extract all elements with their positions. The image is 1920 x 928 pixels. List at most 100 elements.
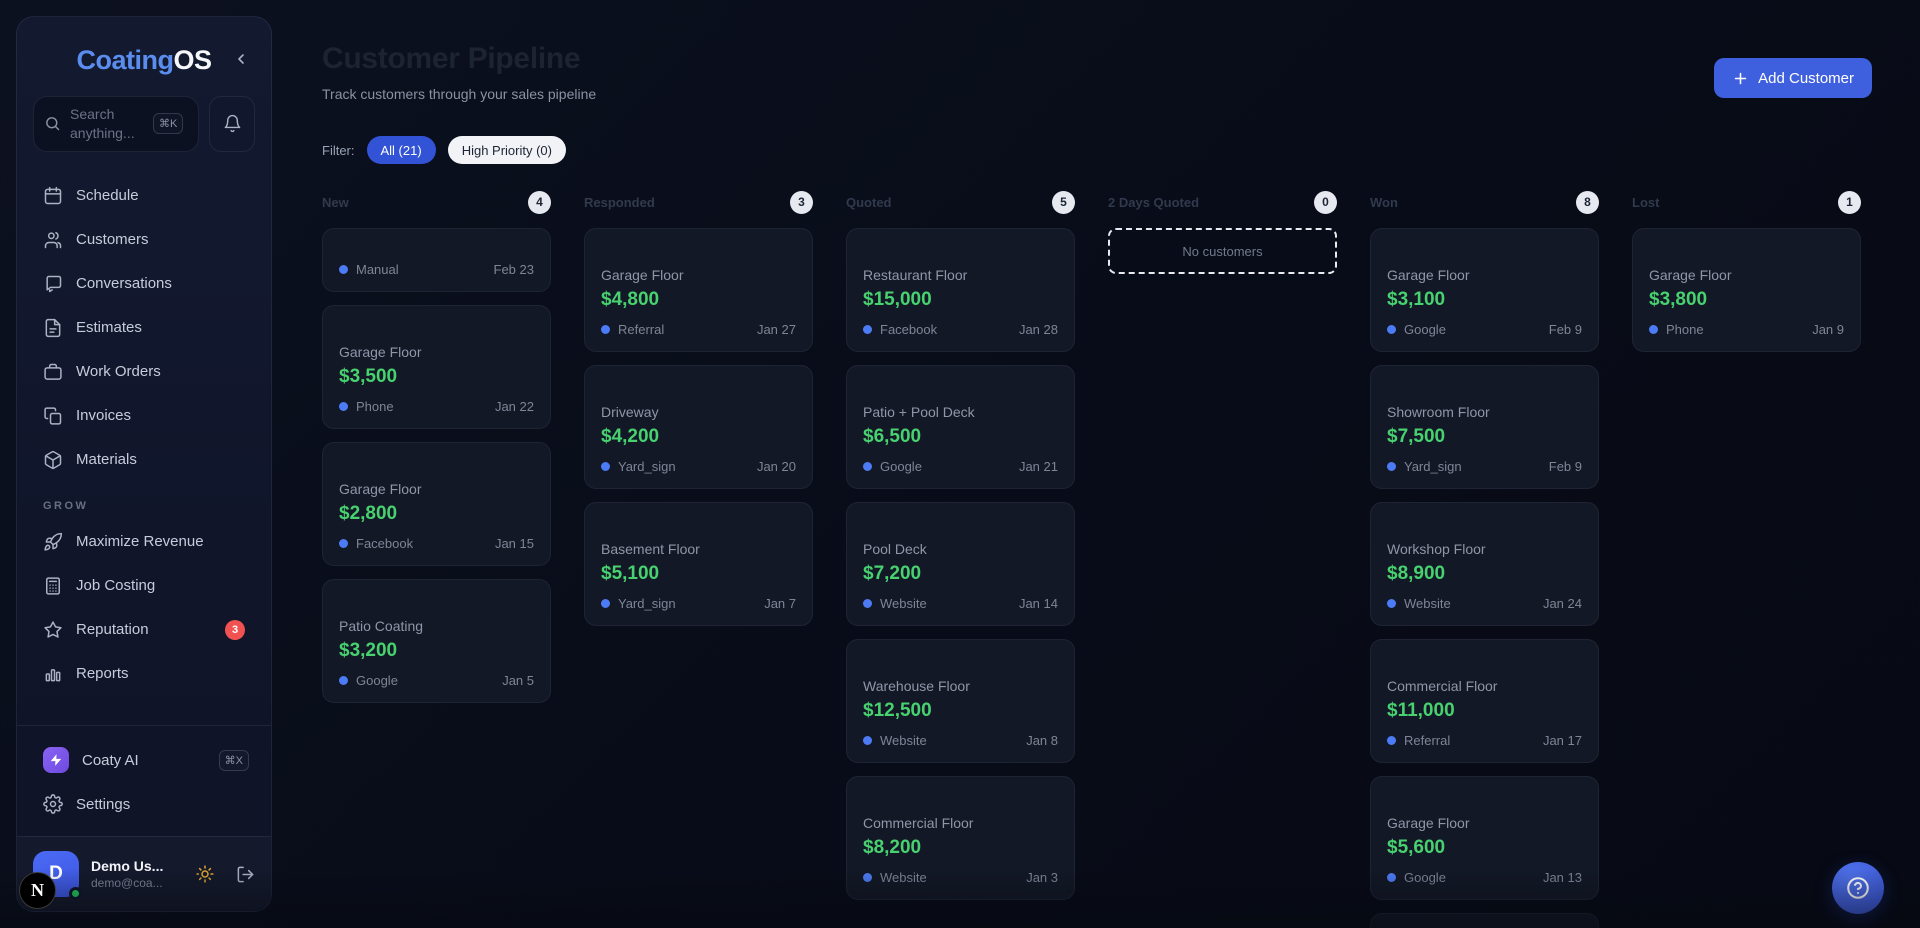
- briefcase-icon: [44, 363, 62, 380]
- card-date: Feb 23: [493, 261, 534, 277]
- notifications-button[interactable]: [209, 96, 255, 152]
- column-title: Lost: [1632, 194, 1660, 210]
- sidebar-item-label: Invoices: [76, 407, 132, 425]
- card-project-title: Commercial Floor: [1387, 678, 1498, 694]
- customer-card[interactable]: Shop Floor: [1370, 913, 1599, 928]
- logout-button[interactable]: [236, 865, 255, 884]
- chevron-left-icon: [238, 54, 244, 64]
- source-dot-icon: [1649, 324, 1658, 334]
- customer-card[interactable]: Commercial Floor $8,200 Website Jan 3: [846, 776, 1075, 900]
- sidebar-item-job-costing[interactable]: Job Costing: [33, 564, 255, 608]
- sidebar-item-customers[interactable]: Customers: [33, 218, 255, 262]
- card-date: Jan 3: [1026, 869, 1058, 885]
- card-spacer: [1387, 654, 1582, 676]
- card-footer: Google Feb 9: [1387, 321, 1582, 337]
- customer-card[interactable]: Workshop Floor $8,900 Website Jan 24: [1370, 502, 1599, 626]
- theme-toggle-button[interactable]: [196, 865, 214, 883]
- customer-card[interactable]: Garage Floor $3,100 Google Feb 9: [1370, 228, 1599, 352]
- card-source: Website: [1387, 596, 1451, 611]
- customer-card[interactable]: Driveway $4,200 Yard_sign Jan 20: [584, 365, 813, 489]
- sidebar-item-maximize-revenue[interactable]: Maximize Revenue: [33, 520, 255, 564]
- sidebar-item-label: Reports: [76, 665, 129, 683]
- card-date: Jan 15: [494, 535, 534, 551]
- empty-state: No customers: [1108, 228, 1337, 274]
- column-count-badge: 1: [1838, 190, 1861, 214]
- nextjs-dev-badge[interactable]: N: [19, 872, 56, 909]
- calendar-icon: [44, 186, 62, 205]
- card-footer: Yard_sign Jan 20: [601, 458, 796, 474]
- column-header: New 4: [322, 190, 551, 214]
- pipeline-column-won: Won 8 Garage Floor $3,100 Google Feb 9 Showroo…: [1370, 190, 1599, 928]
- search-icon: [46, 117, 60, 131]
- customer-card[interactable]: Patio + Pool Deck $6,500 Google Jan 21: [846, 365, 1075, 489]
- card-amount: $3,200: [339, 640, 398, 661]
- sidebar-item-work-orders[interactable]: Work Orders: [33, 350, 255, 394]
- column-cards: Restaurant Floor $15,000 Facebook Jan 28 Pat…: [846, 228, 1075, 900]
- grow-section-label: GROW: [43, 499, 89, 512]
- card-spacer: [1387, 791, 1582, 813]
- customer-card[interactable]: Garage Floor $2,800 Facebook Jan 15: [322, 442, 551, 566]
- sidebar-item-materials[interactable]: Materials: [33, 438, 255, 482]
- card-source-label: Referral: [1404, 732, 1451, 748]
- add-customer-button[interactable]: Add Customer: [1714, 58, 1872, 98]
- source-dot-icon: [863, 872, 872, 882]
- card-source-label: Referral: [618, 321, 665, 337]
- card-date: Jan 20: [756, 458, 796, 474]
- customer-card[interactable]: Garage Floor $4,800 Referral Jan 27: [584, 228, 813, 352]
- card-project-title: Patio + Pool Deck: [863, 404, 975, 420]
- source-dot-icon: [601, 461, 610, 471]
- customer-card[interactable]: Garage Floor $3,500 Phone Jan 22: [322, 305, 551, 429]
- sidebar-item-invoices[interactable]: Invoices: [33, 394, 255, 438]
- card-footer: Google Jan 13: [1387, 869, 1582, 885]
- card-date: Jan 21: [1018, 458, 1058, 474]
- card-source-label: Google: [1404, 869, 1446, 885]
- sidebar-item-reports[interactable]: Reports: [33, 652, 255, 696]
- card-footer: Google Jan 5: [339, 672, 534, 688]
- logo: CoatingOS: [33, 39, 255, 96]
- online-status-dot: [69, 887, 82, 900]
- customer-card[interactable]: Garage Floor $5,600 Google Jan 13: [1370, 776, 1599, 900]
- sidebar-item-settings[interactable]: Settings: [33, 782, 255, 826]
- sidebar-collapse-button[interactable]: [229, 47, 253, 71]
- sidebar-item-reputation[interactable]: Reputation 3: [33, 608, 255, 652]
- filter-all-pill[interactable]: All (21): [366, 136, 436, 164]
- help-button[interactable]: [1832, 862, 1884, 914]
- rocket-icon: [44, 532, 63, 551]
- column-cards: Manual Feb 23 Garage Floor $3,500 Phone Jan 2…: [322, 228, 551, 703]
- sidebar-item-label: Estimates: [76, 319, 142, 337]
- customer-card[interactable]: Warehouse Floor $12,500 Website Jan 8: [846, 639, 1075, 763]
- sidebar-item-schedule[interactable]: Schedule: [33, 174, 255, 218]
- card-source: Phone: [339, 399, 394, 414]
- sidebar-item-coaty-ai[interactable]: Coaty AI ⌘X: [33, 738, 255, 782]
- sidebar-item-conversations[interactable]: Conversations: [33, 262, 255, 306]
- card-date: Feb 9: [1548, 458, 1582, 474]
- customer-card[interactable]: Garage Floor $3,800 Phone Jan 9: [1632, 228, 1861, 352]
- logo-secondary: OS: [173, 45, 212, 75]
- card-source-label: Website: [880, 869, 927, 885]
- customer-card[interactable]: Pool Deck $7,200 Website Jan 14: [846, 502, 1075, 626]
- column-header: Responded 3: [584, 190, 813, 214]
- card-footer: Yard_sign Jan 7: [601, 595, 796, 611]
- card-amount: $3,100: [1387, 289, 1446, 310]
- customer-card[interactable]: Patio Coating $3,200 Google Jan 5: [322, 579, 551, 703]
- pipeline-board: New 4 Manual Feb 23 Garage Floor $3,500 Phone J…: [322, 190, 1872, 928]
- sidebar-item-label: Job Costing: [76, 577, 156, 595]
- card-footer: Website Jan 14: [863, 595, 1058, 611]
- card-project-title: Commercial Floor: [863, 815, 974, 831]
- customer-card[interactable]: Manual Feb 23: [322, 228, 551, 292]
- customer-card[interactable]: Showroom Floor $7,500 Yard_sign Feb 9: [1370, 365, 1599, 489]
- add-customer-label: Add Customer: [1758, 69, 1854, 87]
- source-dot-icon: [863, 324, 872, 334]
- card-project-title: Warehouse Floor: [863, 678, 970, 694]
- card-source: Yard_sign: [1387, 459, 1462, 474]
- customer-card[interactable]: Commercial Floor $11,000 Referral Jan 17: [1370, 639, 1599, 763]
- customer-card[interactable]: Restaurant Floor $15,000 Facebook Jan 28: [846, 228, 1075, 352]
- filter-high-priority-pill[interactable]: High Priority (0): [447, 136, 566, 164]
- sidebar-item-estimates[interactable]: Estimates: [33, 306, 255, 350]
- customer-card[interactable]: Basement Floor $5,100 Yard_sign Jan 7: [584, 502, 813, 626]
- card-spacer: [863, 654, 1058, 676]
- search-input[interactable]: Search anything... ⌘K: [33, 96, 199, 152]
- card-source-label: Website: [1404, 595, 1451, 611]
- user-panel[interactable]: D Demo Us... demo@coa...: [17, 836, 271, 911]
- card-spacer: [601, 243, 796, 265]
